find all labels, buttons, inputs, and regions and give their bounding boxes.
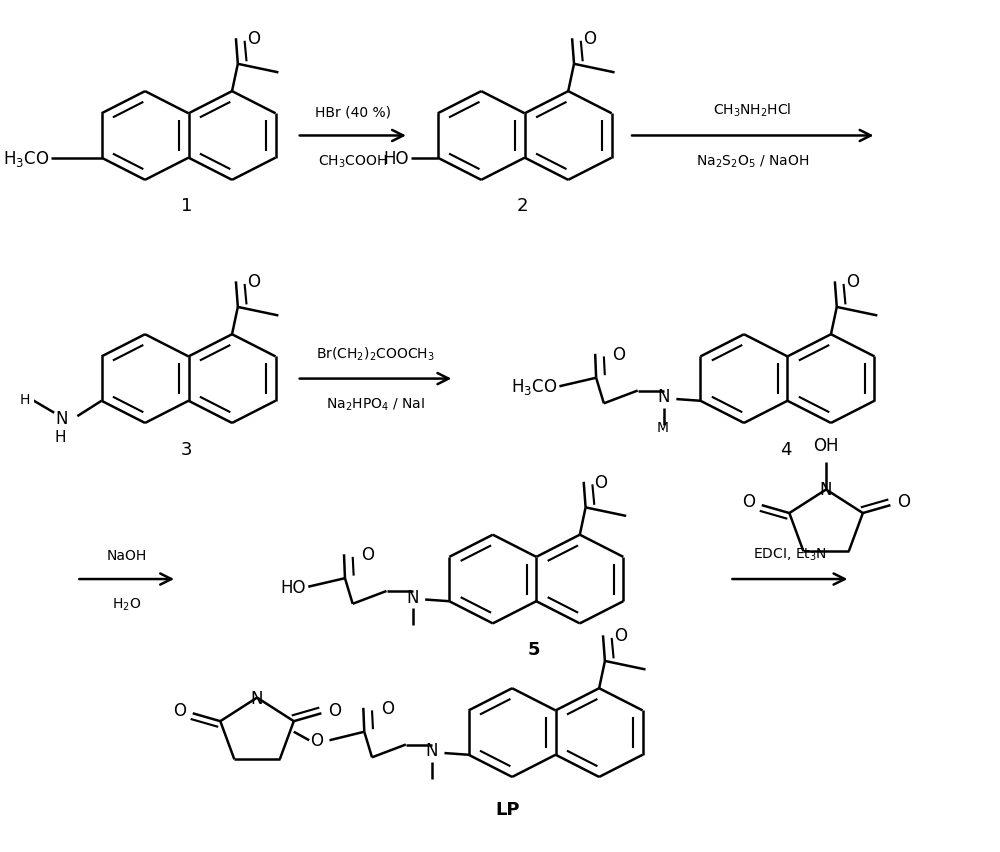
Text: EDCI, Et$_3$N: EDCI, Et$_3$N <box>753 546 827 562</box>
Text: O: O <box>742 492 755 511</box>
Text: CH$_3$COOH: CH$_3$COOH <box>318 153 388 170</box>
Text: O: O <box>613 345 626 364</box>
Text: OH: OH <box>813 436 839 454</box>
Text: O: O <box>173 700 186 719</box>
Text: 2: 2 <box>517 197 529 216</box>
Text: Br(CH$_2$)$_2$COOCH$_3$: Br(CH$_2$)$_2$COOCH$_3$ <box>316 345 435 362</box>
Text: M: M <box>663 429 664 430</box>
Text: O: O <box>247 30 260 49</box>
Text: LP: LP <box>495 800 520 819</box>
Text: N: N <box>658 388 670 406</box>
Text: HBr (40 %): HBr (40 %) <box>315 106 391 119</box>
Text: O: O <box>583 30 596 49</box>
Text: HO: HO <box>281 578 306 596</box>
Text: O: O <box>897 492 910 511</box>
Text: M: M <box>663 416 664 417</box>
Text: N: N <box>56 409 68 428</box>
Text: M: M <box>657 420 669 434</box>
Text: Na$_2$S$_2$O$_5$ / NaOH: Na$_2$S$_2$O$_5$ / NaOH <box>696 153 809 170</box>
Text: H$_3$CO: H$_3$CO <box>511 377 557 397</box>
Text: O: O <box>595 473 608 492</box>
Text: N: N <box>820 481 832 499</box>
Text: O: O <box>614 626 627 645</box>
Text: 5: 5 <box>528 640 541 659</box>
Text: M: M <box>663 418 664 419</box>
Text: H$_2$O: H$_2$O <box>112 596 141 613</box>
Text: O: O <box>846 273 859 291</box>
Text: NaOH: NaOH <box>107 549 147 562</box>
Text: N: N <box>251 688 263 707</box>
Text: O: O <box>361 545 374 564</box>
Text: 3: 3 <box>181 440 192 458</box>
Text: O: O <box>247 273 260 291</box>
Text: 1: 1 <box>181 197 192 216</box>
Text: H$_3$CO: H$_3$CO <box>3 148 49 169</box>
Text: N: N <box>406 588 419 607</box>
Text: O: O <box>328 700 341 719</box>
Text: H: H <box>20 393 30 406</box>
Text: O: O <box>310 731 323 750</box>
Text: 4: 4 <box>780 440 791 458</box>
Text: O: O <box>381 699 394 717</box>
Text: CH$_3$NH$_2$HCl: CH$_3$NH$_2$HCl <box>713 102 792 119</box>
Text: H: H <box>54 429 66 445</box>
Text: N: N <box>426 741 438 760</box>
Text: HO: HO <box>383 149 409 168</box>
Text: Na$_2$HPO$_4$ / NaI: Na$_2$HPO$_4$ / NaI <box>326 396 425 412</box>
